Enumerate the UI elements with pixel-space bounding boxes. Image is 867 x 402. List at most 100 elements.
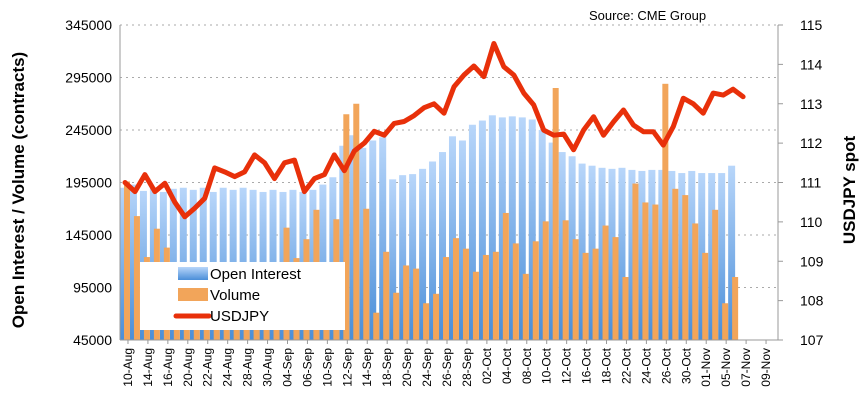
open-interest-bar bbox=[349, 135, 357, 340]
open-interest-bar bbox=[448, 136, 456, 340]
open-interest-bar bbox=[588, 165, 596, 340]
x-tick-label: 20-Aug bbox=[181, 348, 195, 387]
open-interest-bar bbox=[628, 169, 636, 340]
open-interest-bar bbox=[568, 156, 576, 340]
open-interest-bar bbox=[488, 115, 496, 340]
x-tick-label: 08-Oct bbox=[520, 347, 534, 384]
y-tick-label: 245000 bbox=[65, 122, 112, 138]
volume-bar bbox=[732, 277, 739, 340]
y2-tick-label: 115 bbox=[800, 17, 823, 33]
x-tick-label: 30-Oct bbox=[679, 347, 693, 384]
volume-bar bbox=[462, 248, 469, 340]
open-interest-bar bbox=[658, 169, 666, 340]
volume-bar bbox=[562, 220, 569, 340]
volume-bar bbox=[133, 216, 140, 340]
legend: Open Interest Volume USDJPY bbox=[140, 262, 345, 330]
volume-bar bbox=[612, 237, 619, 340]
volume-bar bbox=[602, 225, 609, 340]
open-interest-bar bbox=[708, 173, 716, 340]
volume-bar bbox=[423, 303, 430, 340]
volume-bar bbox=[123, 181, 130, 340]
open-interest-bar bbox=[508, 116, 516, 340]
y2-tick-label: 110 bbox=[800, 214, 823, 230]
volume-bar bbox=[712, 209, 719, 340]
y-tick-label: 145000 bbox=[65, 227, 112, 243]
usdjpy-line bbox=[122, 41, 746, 220]
volume-bar bbox=[682, 195, 689, 340]
legend-swatch-open-interest bbox=[178, 267, 208, 280]
volume-bar bbox=[373, 312, 380, 340]
x-tick-label: 26-Sep bbox=[440, 348, 454, 387]
volume-bar bbox=[433, 293, 440, 340]
legend-swatch-volume bbox=[178, 288, 208, 301]
right-axis-title: USDJPY spot bbox=[840, 136, 859, 245]
x-tick-label: 22-Aug bbox=[201, 348, 215, 387]
x-tick-label: 05-Nov bbox=[719, 348, 733, 387]
usdjpy-series-line bbox=[122, 41, 746, 220]
open-interest-bar bbox=[608, 168, 616, 340]
y2-tick-label: 109 bbox=[800, 253, 824, 269]
volume-bar bbox=[482, 254, 489, 340]
volume-bar bbox=[353, 103, 360, 340]
open-interest-bar bbox=[359, 147, 367, 340]
x-tick-label: 16-Aug bbox=[161, 348, 175, 387]
open-interest-bar bbox=[668, 170, 676, 340]
left-axis-ticks: 45000 95000 145000 195000 245000 295000 345000 bbox=[65, 17, 112, 348]
y2-tick-label: 108 bbox=[800, 293, 824, 309]
open-interest-bar bbox=[648, 169, 656, 340]
y-tick-label: 345000 bbox=[65, 17, 112, 33]
y-tick-label: 95000 bbox=[73, 280, 112, 296]
x-tick-label: 30-Aug bbox=[261, 348, 275, 387]
open-interest-bar bbox=[578, 163, 586, 340]
open-interest-bar bbox=[678, 173, 686, 340]
x-tick-label: 28-Aug bbox=[241, 348, 255, 387]
x-tick-label: 10-Sep bbox=[320, 348, 334, 387]
volume-bar bbox=[413, 268, 420, 340]
x-tick-label: 18-Sep bbox=[380, 348, 394, 387]
volume-bar bbox=[443, 257, 450, 340]
x-tick-label: 20-Sep bbox=[400, 348, 414, 387]
x-tick-label: 18-Oct bbox=[600, 347, 614, 384]
right-axis-ticks: 107 108 109 110 111 112 113 114 115 bbox=[778, 17, 824, 348]
open-interest-bar bbox=[119, 187, 127, 340]
x-tick-label: 02-Oct bbox=[480, 347, 494, 384]
volume-bar bbox=[582, 252, 589, 340]
open-interest-bar bbox=[688, 170, 696, 340]
volume-bar bbox=[592, 248, 599, 340]
x-tick-label: 14-Aug bbox=[141, 348, 155, 387]
open-interest-bar bbox=[538, 130, 546, 340]
x-tick-label: 04-Sep bbox=[280, 348, 294, 387]
y2-tick-label: 112 bbox=[800, 135, 823, 151]
x-tick-label: 26-Oct bbox=[659, 347, 673, 384]
y-tick-label: 195000 bbox=[65, 175, 112, 191]
source-label: Source: CME Group bbox=[589, 8, 706, 23]
volume-bar bbox=[702, 252, 709, 340]
volume-bar bbox=[572, 239, 579, 340]
open-interest-bar bbox=[468, 124, 476, 340]
open-interest-bar bbox=[429, 161, 437, 340]
volume-bar bbox=[692, 223, 699, 340]
y2-tick-label: 111 bbox=[800, 175, 821, 191]
x-tick-label: 14-Sep bbox=[360, 348, 374, 387]
y2-tick-label: 107 bbox=[800, 332, 824, 348]
x-tick-label: 10-Oct bbox=[540, 347, 554, 384]
x-tick-label: 28-Sep bbox=[460, 348, 474, 387]
open-interest-bar bbox=[329, 177, 337, 340]
x-tick-label: 04-Oct bbox=[500, 347, 514, 384]
legend-label-volume: Volume bbox=[210, 287, 260, 304]
volume-bar bbox=[652, 204, 659, 340]
volume-bar bbox=[662, 83, 669, 341]
open-interest-bar bbox=[528, 119, 536, 340]
x-tick-label: 12-Sep bbox=[340, 348, 354, 387]
volume-bar bbox=[532, 241, 539, 340]
y-tick-label: 295000 bbox=[65, 70, 112, 86]
open-interest-bar bbox=[339, 145, 347, 340]
volume-bar bbox=[492, 251, 499, 340]
x-tick-label: 24-Sep bbox=[420, 348, 434, 387]
open-interest-bar bbox=[439, 152, 447, 340]
x-tick-label: 06-Sep bbox=[300, 348, 314, 387]
x-tick-label: 22-Oct bbox=[619, 347, 633, 384]
open-interest-bar bbox=[598, 167, 606, 340]
open-interest-bar bbox=[399, 175, 407, 340]
